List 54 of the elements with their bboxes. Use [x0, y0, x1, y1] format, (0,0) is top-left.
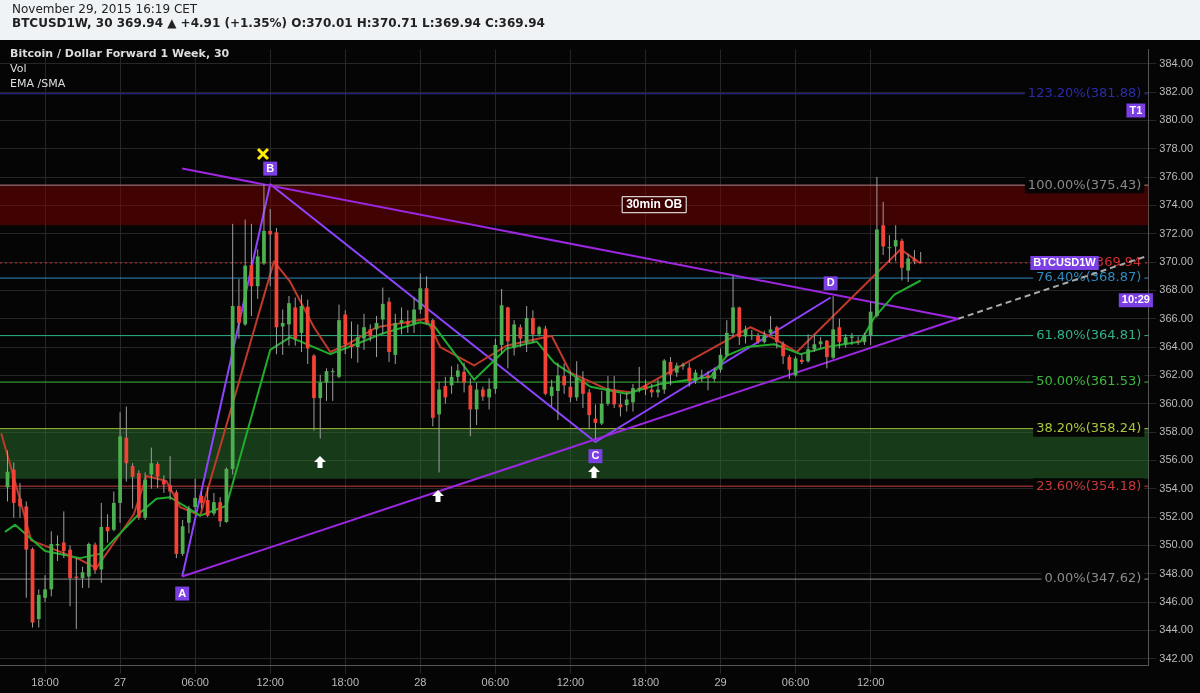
annotation: 10:29: [1121, 293, 1150, 306]
x-tick-label: 29: [714, 676, 727, 689]
annotation: A: [178, 586, 187, 599]
x-tick-label: 28: [414, 676, 427, 689]
x-tick-label: 12:00: [256, 676, 284, 689]
annotation: EMA /SMA: [10, 76, 67, 91]
text: BTCUSD1W, 30 369.94 ▲ +4.91 (+1.35%) O:370.01 H:370.71 L:369.94 C:369.94: [12, 16, 546, 30]
ref-line-label: 0.00%(347.62): [1044, 570, 1142, 586]
y-tick-label: 372.00: [1159, 226, 1194, 239]
y-tick-label: 346.00: [1159, 595, 1194, 608]
x-tick-label: 06:00: [481, 676, 510, 689]
annotation: T1: [1129, 103, 1143, 116]
y-tick-label: 342.00: [1159, 651, 1194, 664]
annotation: B: [266, 161, 275, 174]
y-tick-label: 356.00: [1159, 453, 1194, 466]
annotation: BTCUSD1W: [1033, 255, 1097, 268]
y-tick-label: 366.00: [1159, 311, 1194, 324]
x-tick-label: 12:00: [556, 676, 585, 689]
y-tick-label: 378.00: [1159, 141, 1194, 154]
y-tick-label: 360.00: [1159, 396, 1194, 409]
y-tick-label: 374.00: [1159, 198, 1194, 211]
y-tick-label: 380.00: [1159, 113, 1194, 126]
y-tick-label: 344.00: [1159, 623, 1194, 636]
y-tick-label: 348.00: [1159, 566, 1194, 579]
y-tick-label: 370.00: [1159, 255, 1194, 268]
y-tick-label: 362.00: [1159, 368, 1194, 381]
y-tick-label: 358.00: [1159, 425, 1194, 438]
y-tick-label: 354.00: [1159, 481, 1194, 494]
y-tick-label: 382.00: [1159, 85, 1194, 98]
y-tick-label: 376.00: [1159, 170, 1194, 183]
y-tick-label: 350.00: [1159, 538, 1194, 551]
x-tick-label: 18:00: [331, 676, 360, 689]
band-label: 30min OB: [626, 197, 683, 212]
ref-line-label: 61.80%(364.81): [1036, 326, 1142, 342]
ref-line-label: 123.20%(381.88): [1027, 85, 1142, 101]
y-tick-label: 384.00: [1159, 56, 1194, 69]
ref-line-label: 38.20%(358.24): [1036, 420, 1142, 436]
y-tick-label: 364.00: [1159, 340, 1194, 353]
annotation: D: [826, 276, 835, 289]
ref-line-label: 23.60%(354.18): [1036, 477, 1142, 493]
x-tick-label: 12:00: [856, 676, 885, 689]
ref-line-label: 50.00%(361.53): [1036, 373, 1142, 389]
x-tick-label: 06:00: [781, 676, 810, 689]
y-tick-label: 368.00: [1159, 283, 1194, 296]
chart-subtitle: November 29, 2015 16:19 CET: [12, 2, 199, 16]
x-tick-label: 18:00: [631, 676, 660, 689]
x-tick-label: 06:00: [181, 676, 209, 689]
x-tick-label: 27: [113, 676, 127, 689]
annotation: C: [591, 449, 600, 462]
annotation: Vol: [10, 61, 28, 76]
ref-line-label: 100.00%(375.43): [1027, 176, 1142, 192]
x-tick-label: 18:00: [31, 676, 59, 689]
y-tick-label: 352.00: [1159, 510, 1194, 523]
chart-title: Bitcoin / Dollar Forward 1 Week, 30: [10, 46, 230, 61]
